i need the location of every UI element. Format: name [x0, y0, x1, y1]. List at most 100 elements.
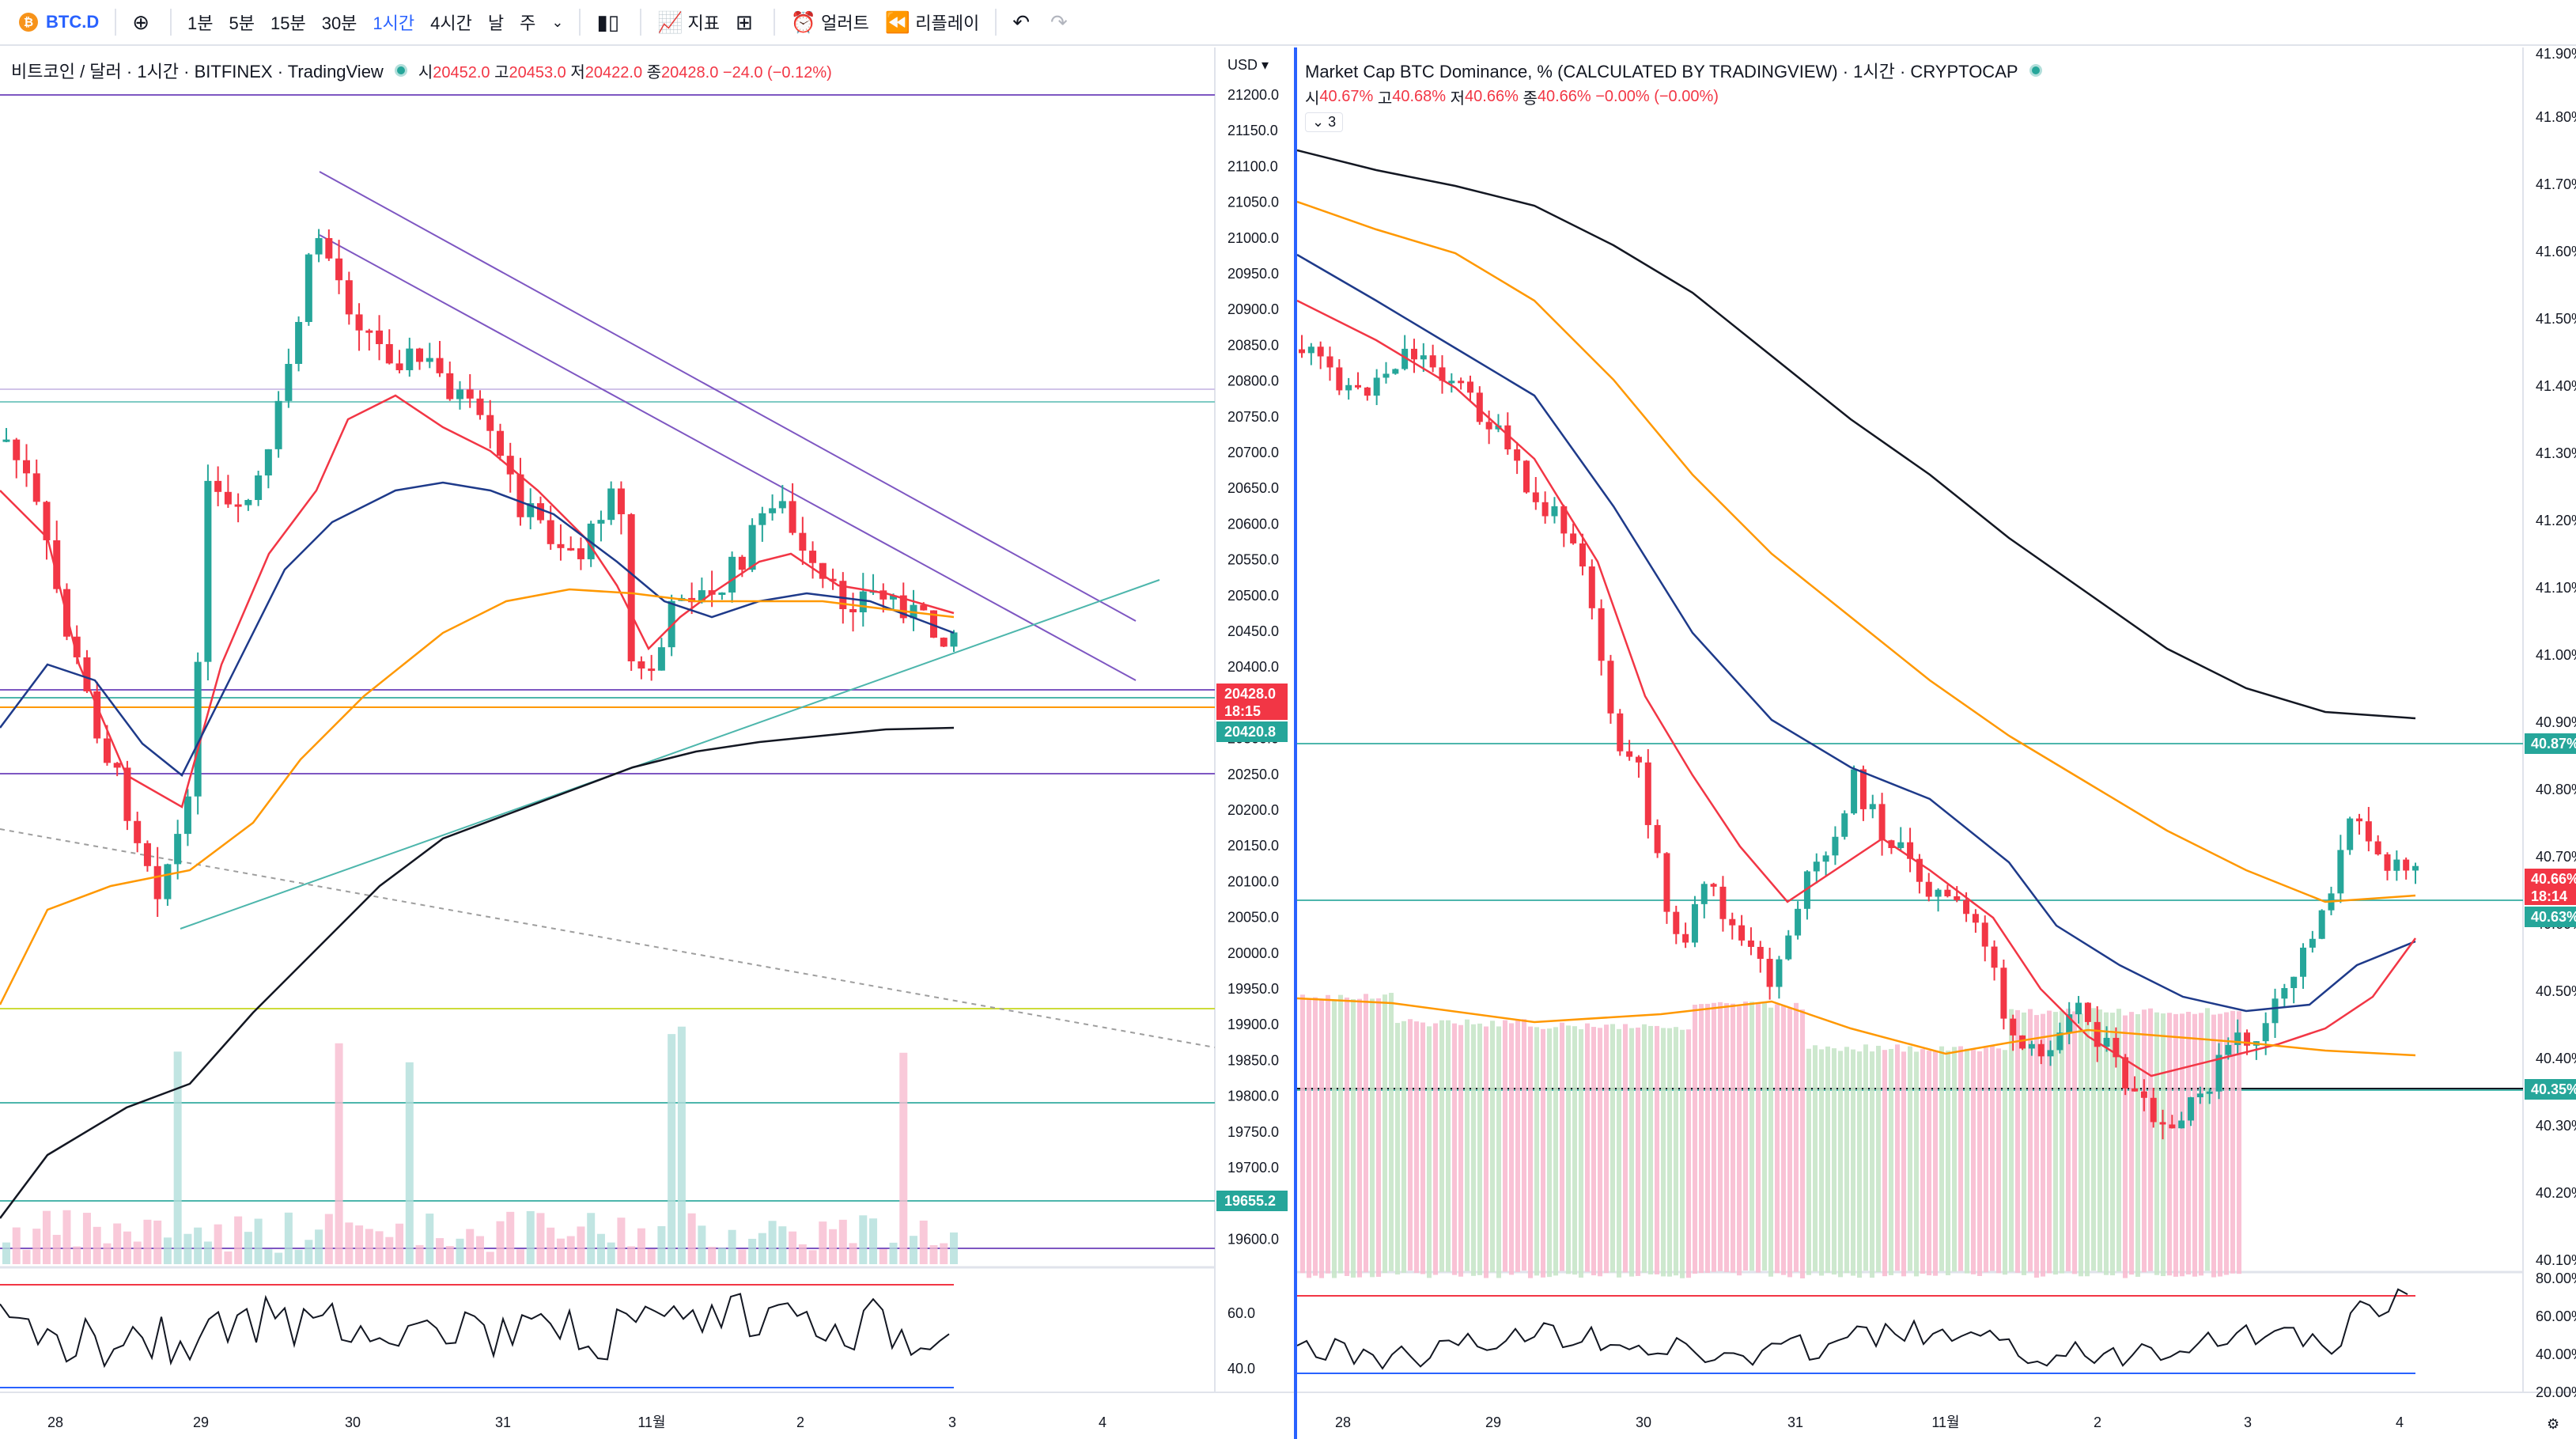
- candle: [1532, 492, 1539, 502]
- time-tick-label: 3: [948, 1414, 956, 1430]
- price-tick-label: 20500.0: [1227, 588, 1279, 604]
- volume-bar: [274, 1252, 283, 1264]
- volume-bar: [1604, 1024, 1609, 1274]
- interval-dropdown[interactable]: ⌄: [543, 5, 571, 40]
- symbol-search-button[interactable]: ₿ BTC.D: [11, 5, 107, 40]
- symbol-label: BTC.D: [46, 12, 100, 32]
- candle: [1476, 392, 1483, 422]
- candle: [1364, 387, 1371, 396]
- alert-button[interactable]: ⏰ 얼러트: [783, 5, 877, 40]
- volume-bar: [52, 1234, 61, 1264]
- interval-1h[interactable]: 1시간: [373, 13, 415, 33]
- interval-5m[interactable]: 5분: [229, 13, 255, 33]
- volume-bar: [1541, 1028, 1545, 1278]
- volume-bar: [668, 1034, 676, 1264]
- time-tick-label: 28: [1335, 1414, 1351, 1430]
- left-chart-title[interactable]: 비트코인 / 달러 · 1시간 · BITFINEX · TradingView: [11, 62, 384, 81]
- layout-button[interactable]: ⊞: [728, 5, 766, 40]
- volume-bar: [1825, 1046, 1830, 1273]
- candle: [1691, 903, 1698, 943]
- candle: [183, 796, 191, 835]
- volume-bar: [899, 1052, 908, 1264]
- candle: [2075, 1002, 2082, 1015]
- market-status-icon: [394, 64, 407, 77]
- candle: [668, 600, 675, 648]
- candle: [2178, 1120, 2185, 1129]
- volume-bar: [698, 1225, 706, 1264]
- rsi-line: [1297, 1288, 2408, 1370]
- sma-long-line: [0, 726, 955, 1219]
- volume-bar: [1705, 1003, 1710, 1273]
- replay-button[interactable]: ⏪ 리플레이: [877, 5, 987, 40]
- volume-bar: [1901, 1051, 1906, 1277]
- price-tick-label: 40.70%: [2536, 849, 2576, 865]
- last-price-badge: 40.66%: [2531, 871, 2576, 887]
- volume-bar: [2205, 1008, 2210, 1271]
- ohlc-open-label: 시: [1305, 90, 1320, 108]
- candle: [617, 488, 625, 515]
- btc-usd-chart-canvas[interactable]: USD ▾ 21200.0 21150.0 21100.0 21050.0 21000.0…: [0, 47, 1294, 1439]
- indicators-button[interactable]: 📈 지표: [649, 5, 728, 40]
- candle: [103, 738, 111, 763]
- toolbar-divider: [640, 9, 642, 36]
- price-tick-label: 40.10%: [2536, 1252, 2576, 1268]
- candle: [134, 820, 142, 843]
- right-chart-title[interactable]: Market Cap BTC Dominance, % (CALCULATED …: [1305, 62, 2018, 81]
- volume-bar: [566, 1236, 575, 1264]
- btc-dominance-chart-pane[interactable]: 41.90% 41.80% 41.70% 41.60% 41.50% 41.40% 41.3…: [1294, 47, 2576, 1439]
- volume-bar: [1870, 1051, 1874, 1278]
- volume-bar: [194, 1227, 202, 1264]
- candle: [1523, 460, 1530, 493]
- candle: [1635, 756, 1642, 763]
- candle: [1439, 367, 1446, 381]
- volume-bar: [1674, 1027, 1678, 1276]
- candle: [2356, 818, 2363, 822]
- rewind-icon: ⏪: [884, 9, 911, 34]
- chart-type-button[interactable]: ▮▯: [588, 5, 632, 40]
- volume-bar: [838, 1219, 847, 1264]
- interval-1m[interactable]: 1분: [187, 13, 214, 33]
- volume-bar: [436, 1238, 444, 1264]
- countdown-badge: 18:15: [1224, 703, 1261, 719]
- volume-bar: [456, 1238, 464, 1264]
- volume-bar: [1326, 994, 1330, 1274]
- price-tick-label: 20700.0: [1227, 445, 1279, 460]
- volume-bar: [1737, 1006, 1742, 1276]
- volume-bar: [1787, 1008, 1792, 1278]
- volume-bar: [335, 1043, 343, 1264]
- interval-30m[interactable]: 30분: [321, 13, 357, 33]
- ohlc-close-label: 종: [646, 63, 662, 81]
- candle: [1991, 946, 1998, 968]
- volume-bar: [1389, 993, 1394, 1272]
- time-tick-label: 29: [193, 1414, 209, 1430]
- volume-bar: [1946, 1051, 1950, 1276]
- redo-button[interactable]: ↷: [1042, 5, 1080, 40]
- candle: [1682, 933, 1689, 943]
- candle: [1803, 871, 1810, 909]
- candle: [2, 439, 10, 442]
- replay-label: 리플레이: [915, 13, 980, 33]
- btc-dominance-chart-canvas[interactable]: 41.90% 41.80% 41.70% 41.60% 41.50% 41.40% 41.3…: [1297, 47, 2576, 1439]
- interval-week[interactable]: 주: [520, 13, 536, 33]
- candle: [1420, 355, 1427, 360]
- volume-bar: [1952, 1047, 1957, 1272]
- time-tick-label: 11월: [1931, 1414, 1959, 1430]
- ema-mid-line: [0, 481, 955, 777]
- volume-bar: [1547, 1028, 1552, 1278]
- gear-icon[interactable]: ⚙: [2547, 1416, 2559, 1432]
- undo-button[interactable]: ↶: [1004, 5, 1042, 40]
- compare-add-button[interactable]: ⊕: [124, 5, 162, 40]
- market-status-icon: [2029, 64, 2042, 77]
- candle: [345, 280, 353, 315]
- btc-usd-chart-pane[interactable]: USD ▾ 21200.0 21150.0 21100.0 21050.0 21000.0…: [0, 47, 1294, 1439]
- candle: [1710, 884, 1717, 887]
- interval-15m[interactable]: 15분: [270, 13, 306, 33]
- volume-bar: [1401, 1021, 1406, 1273]
- interval-day[interactable]: 날: [487, 13, 505, 33]
- candle: [113, 763, 121, 768]
- candle: [43, 502, 51, 540]
- candle: [930, 610, 938, 638]
- volume-bar: [1566, 1025, 1571, 1274]
- indicators-collapse-button[interactable]: ⌄ 3: [1305, 112, 1344, 132]
- interval-4h[interactable]: 4시간: [430, 13, 472, 33]
